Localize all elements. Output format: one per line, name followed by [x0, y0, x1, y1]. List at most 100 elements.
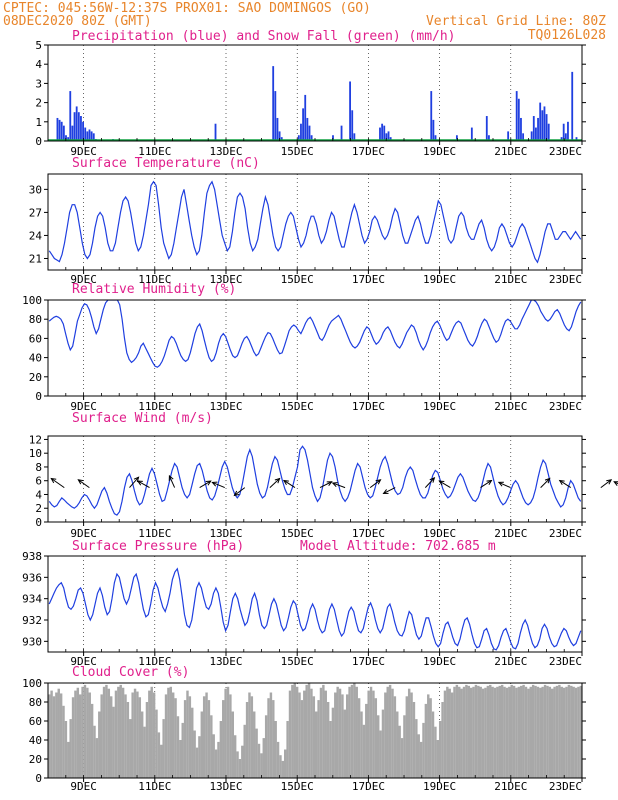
series-line-wind	[48, 445, 582, 516]
bar	[560, 137, 563, 141]
bar	[412, 702, 416, 778]
y-tick-label: 934	[22, 593, 42, 606]
x-tick-label: 15DEC	[281, 655, 314, 668]
x-tick-label: 23DEC	[549, 527, 582, 540]
wind-arrow	[540, 478, 551, 488]
bar	[302, 108, 304, 141]
bar	[571, 71, 574, 141]
bar	[349, 81, 351, 141]
x-tick-label: 13DEC	[209, 655, 242, 668]
bar	[93, 725, 96, 778]
bar	[95, 738, 99, 778]
bar	[76, 687, 80, 778]
bar	[469, 687, 473, 778]
bar	[331, 707, 335, 778]
bar	[522, 133, 525, 141]
bar	[260, 753, 263, 778]
bar	[312, 696, 316, 778]
bar	[438, 721, 442, 778]
bar	[78, 694, 82, 778]
bar	[393, 696, 397, 778]
bar	[90, 703, 94, 778]
x-tick-label: 9DEC	[70, 655, 97, 668]
bar	[164, 694, 168, 778]
y-tick-label: 60	[29, 332, 42, 345]
wind-arrow	[559, 480, 571, 489]
bar	[162, 719, 165, 778]
bar	[129, 719, 132, 778]
wind-arrow-head	[282, 479, 289, 485]
x-tick-label: 13DEC	[209, 527, 242, 540]
series-line-temp	[48, 180, 582, 264]
bar	[531, 684, 535, 778]
bar	[224, 688, 227, 778]
bar	[257, 743, 261, 778]
bar	[195, 747, 199, 778]
bar	[150, 686, 153, 778]
wind-arrow-head	[544, 477, 551, 484]
bar	[276, 117, 279, 141]
bar	[353, 683, 356, 778]
bar	[193, 730, 196, 778]
bar	[498, 685, 501, 778]
x-tick-label: 15DEC	[281, 400, 314, 413]
bar	[117, 686, 120, 778]
y-tick-label: 100	[22, 677, 42, 690]
bar	[453, 686, 456, 778]
bar	[286, 721, 289, 778]
bar	[367, 690, 370, 778]
bar	[293, 683, 296, 778]
x-tick-label: 19DEC	[423, 527, 456, 540]
bar	[300, 700, 304, 778]
bar	[269, 692, 273, 778]
bar	[69, 91, 72, 141]
bar	[372, 690, 375, 778]
bar	[241, 745, 244, 778]
bar	[67, 741, 70, 778]
bar	[434, 135, 437, 141]
y-tick-label: 4	[35, 488, 42, 501]
bar	[326, 702, 330, 778]
x-tick-label: 13DEC	[209, 400, 242, 413]
bar	[58, 119, 61, 141]
x-tick-label: 9DEC	[70, 145, 97, 158]
bar	[360, 711, 363, 778]
bar	[507, 131, 510, 141]
y-tick-label: 4	[35, 58, 42, 71]
bar	[484, 687, 487, 778]
bar	[84, 127, 87, 141]
wind-arrow	[212, 481, 225, 489]
bar	[503, 686, 506, 778]
y-tick-label: 20	[29, 753, 42, 766]
bar	[551, 688, 554, 778]
bar	[226, 686, 230, 778]
bar	[348, 686, 351, 778]
x-tick-label: 17DEC	[352, 145, 385, 158]
bar	[198, 736, 201, 778]
bar	[71, 697, 75, 778]
y-tick-label: 30	[29, 183, 42, 196]
bar	[171, 692, 175, 778]
x-tick-label: 17DEC	[352, 655, 385, 668]
y-tick-label: 20	[29, 371, 42, 384]
bar	[493, 687, 497, 778]
bar	[389, 137, 392, 141]
bar	[291, 684, 294, 778]
bar	[186, 690, 189, 778]
bar	[417, 734, 420, 778]
bar	[489, 684, 492, 778]
bar	[462, 686, 466, 778]
x-tick-label: 19DEC	[423, 145, 456, 158]
bar	[276, 741, 280, 778]
bar	[88, 129, 91, 141]
y-tick-label: 936	[22, 571, 42, 584]
bar	[272, 700, 275, 778]
bar	[74, 690, 77, 778]
bar	[188, 696, 192, 778]
y-tick-label: 0	[35, 772, 42, 785]
bar	[419, 741, 423, 778]
bar	[233, 735, 237, 778]
bar	[460, 688, 463, 778]
bar	[83, 684, 87, 778]
bar	[62, 125, 65, 141]
